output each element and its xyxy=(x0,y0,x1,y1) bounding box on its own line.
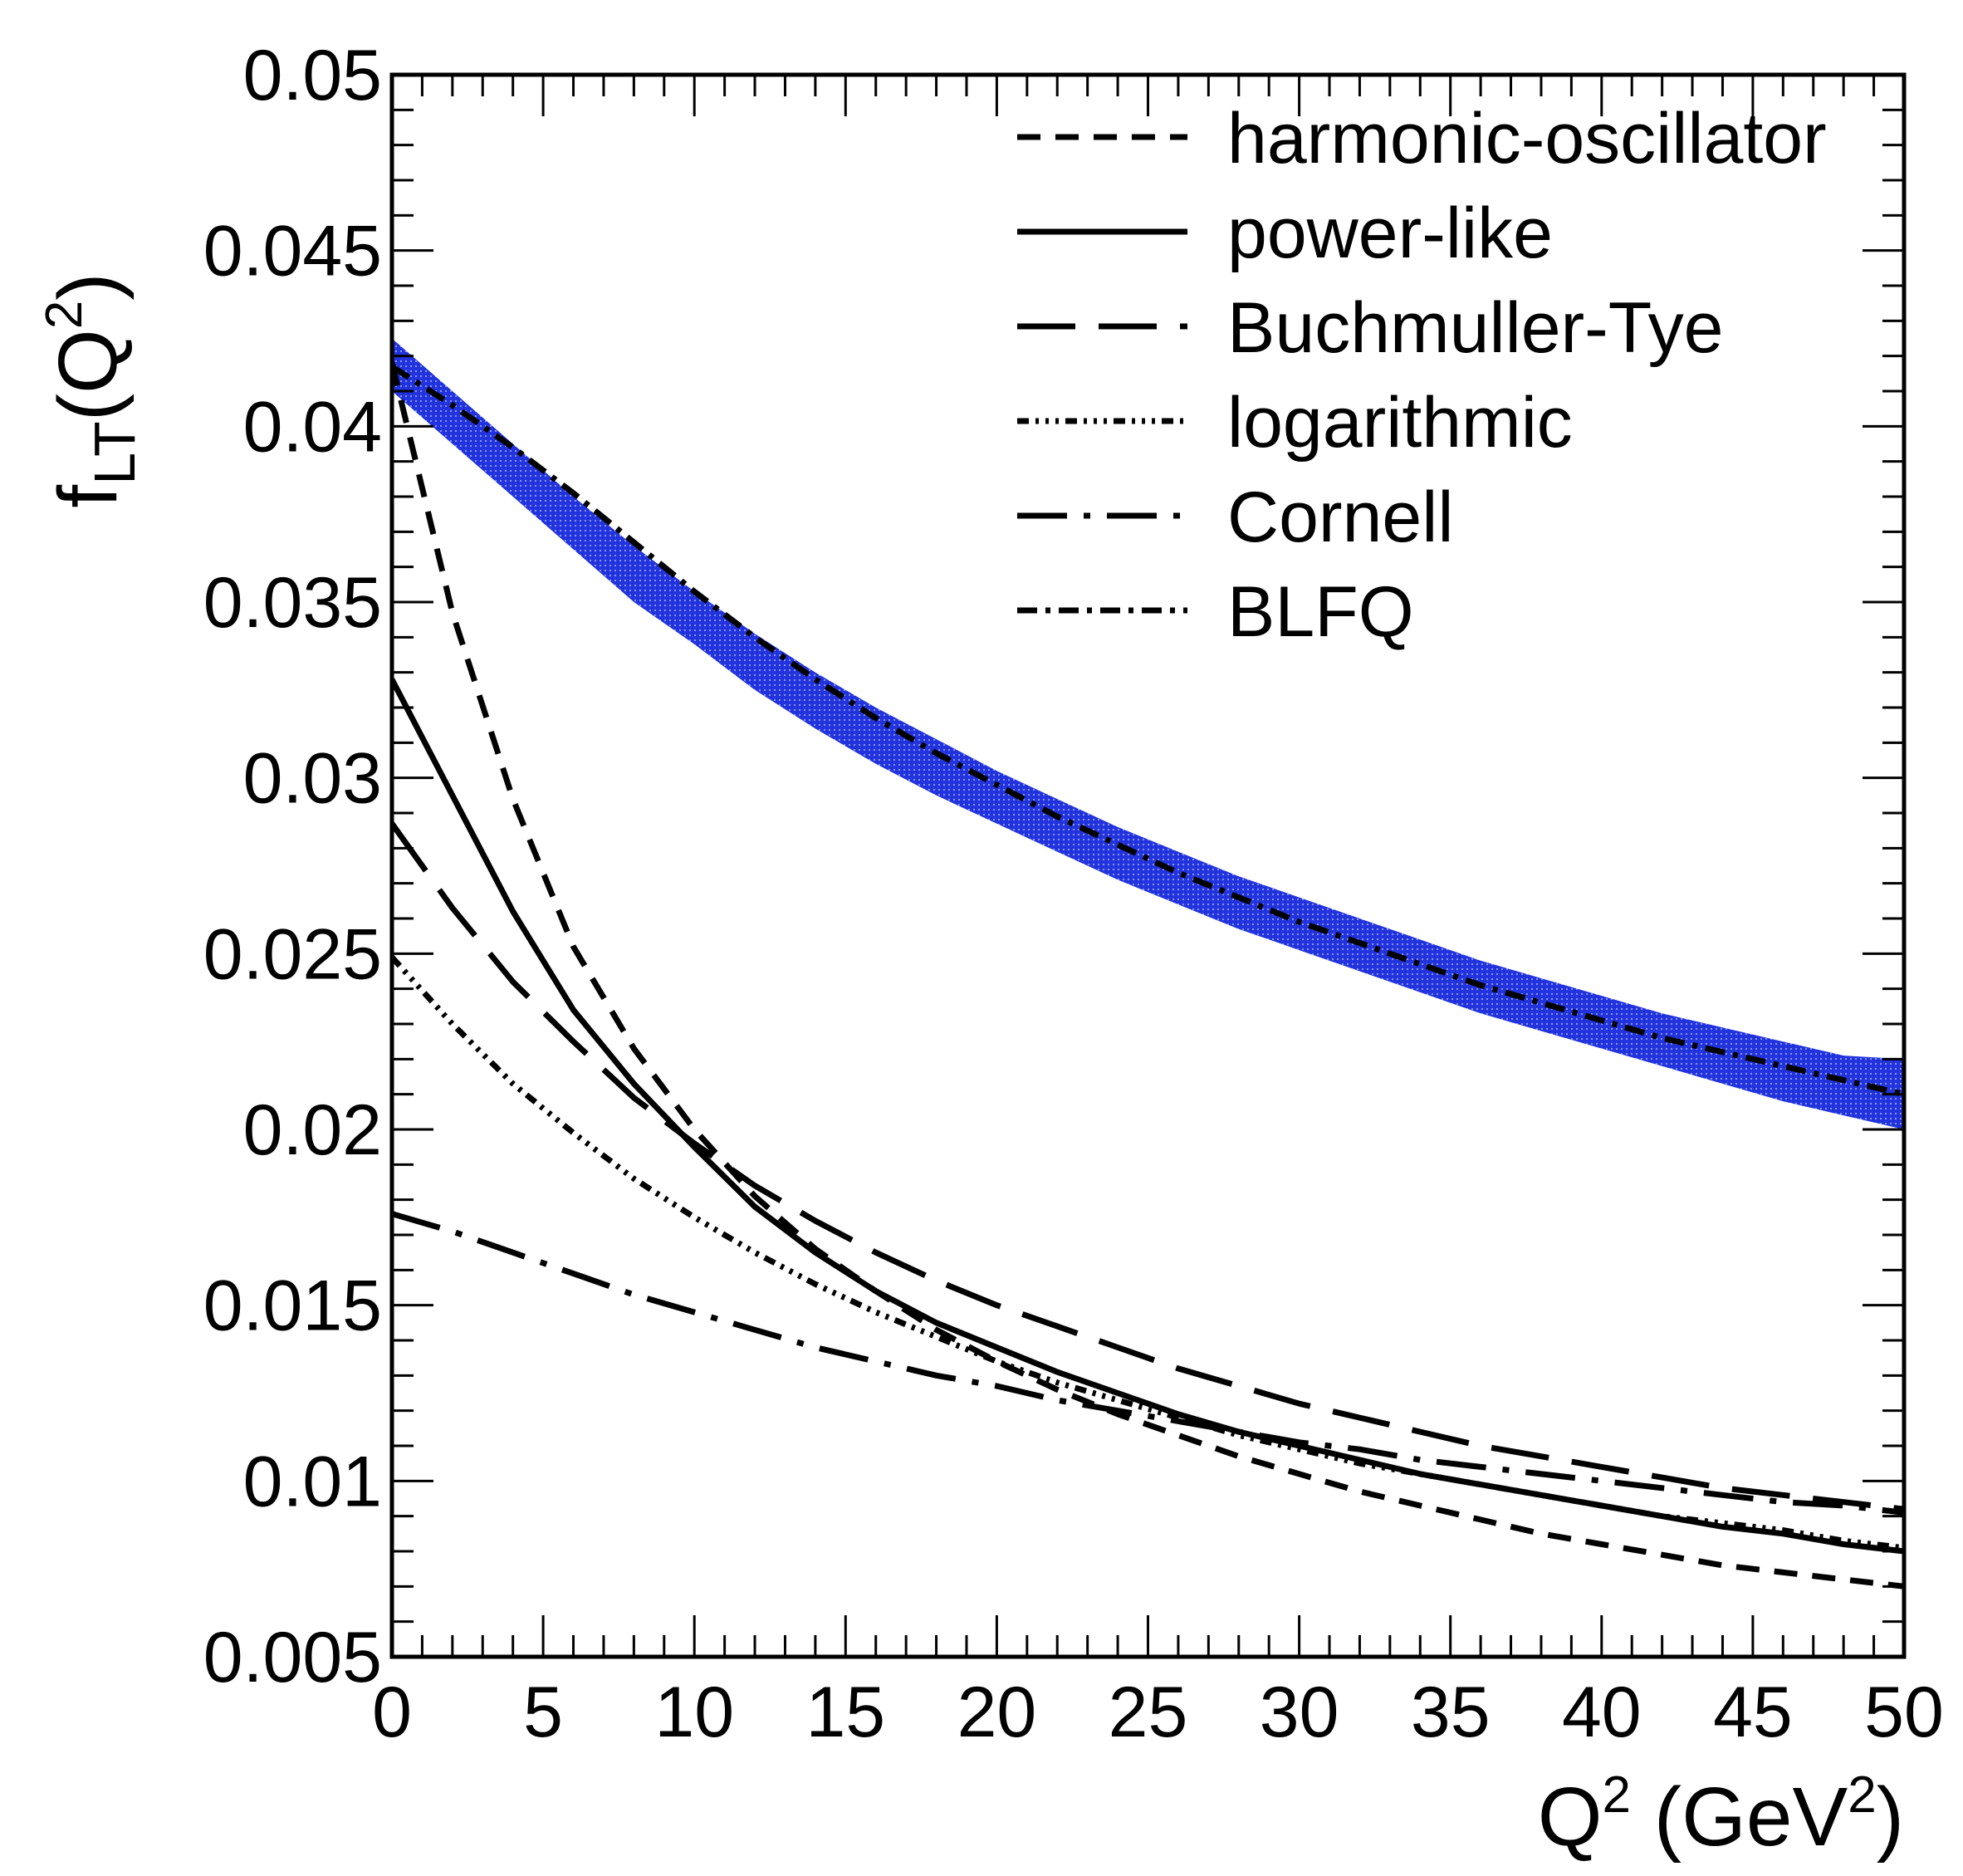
legend-label: Cornell xyxy=(1227,478,1453,557)
y-tick-label: 0.045 xyxy=(203,212,382,291)
legend-label: logarithmic xyxy=(1227,383,1573,463)
x-tick-label: 45 xyxy=(1713,1673,1793,1752)
y-tick-label: 0.05 xyxy=(243,36,382,115)
x-tick-label: 30 xyxy=(1260,1673,1339,1752)
x-tick-label: 15 xyxy=(805,1673,885,1752)
y-tick-label: 0.04 xyxy=(243,387,382,467)
axes: 0 5 10 15 20 25 30 35 40 45 50 0.005 0.01 0.015 0.02 0.… xyxy=(203,36,1944,1752)
series-line-power-like xyxy=(392,678,1904,1555)
y-tick-label: 0.025 xyxy=(203,914,382,994)
series-line-cornell xyxy=(392,1211,1904,1516)
x-tick-label: 25 xyxy=(1109,1673,1188,1752)
series-line-buchmuller-tye xyxy=(392,821,1904,1512)
y-tick-label: 0.02 xyxy=(243,1090,382,1170)
y-tick-label: 0.03 xyxy=(243,739,382,819)
x-axis-title: Q2 (GeV2) xyxy=(1538,1766,1904,1864)
x-tick-label: 10 xyxy=(654,1673,734,1752)
uncertainty-band xyxy=(392,338,1904,1129)
legend: harmonic-oscillator power-like Buchmuller-… xyxy=(1017,99,1827,652)
plot-area xyxy=(392,338,1904,1589)
x-tick-label: 40 xyxy=(1562,1673,1642,1752)
series-line-harmonic-oscillator xyxy=(392,362,1904,1589)
legend-label: BLFQ xyxy=(1227,572,1414,652)
x-tick-label: 35 xyxy=(1411,1673,1491,1752)
x-tick-label: 5 xyxy=(523,1673,563,1752)
x-tick-label: 20 xyxy=(957,1673,1037,1752)
y-axis-title: fLT(Q2) xyxy=(36,272,147,507)
y-tick-label: 0.005 xyxy=(203,1618,382,1697)
y-tick-label: 0.01 xyxy=(243,1442,382,1521)
series-line-logarithmic xyxy=(392,955,1904,1551)
legend-label: Buchmuller-Tye xyxy=(1227,288,1723,368)
y-tick-label: 0.015 xyxy=(203,1266,382,1346)
y-tick-label: 0.035 xyxy=(203,563,382,643)
x-tick-label: 50 xyxy=(1864,1673,1944,1752)
series-line-blfq xyxy=(392,364,1904,1098)
legend-label: harmonic-oscillator xyxy=(1227,99,1827,179)
x-tick-label: 0 xyxy=(372,1673,412,1752)
legend-label: power-like xyxy=(1227,193,1553,273)
